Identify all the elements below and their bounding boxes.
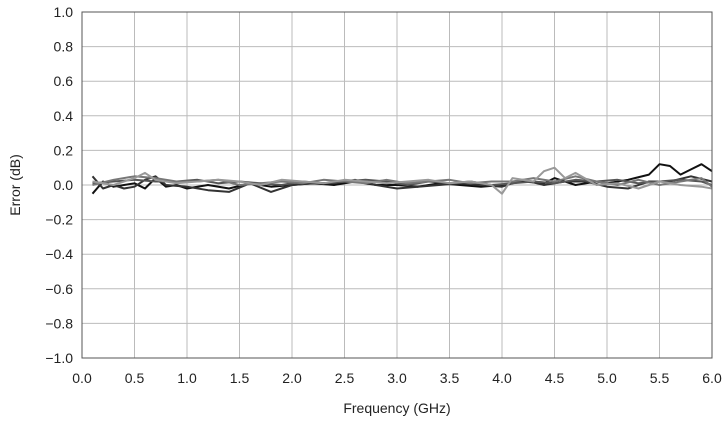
y-tick-label: −0.2 <box>45 212 73 228</box>
x-tick-label: 3.5 <box>440 370 460 386</box>
x-tick-label: 5.5 <box>650 370 670 386</box>
x-tick-label: 1.0 <box>177 370 197 386</box>
y-tick-label: 0.4 <box>54 108 74 124</box>
x-tick-label: 6.0 <box>702 370 722 386</box>
data-series <box>91 163 713 195</box>
x-tick-labels: 0.0 0.5 1.0 1.5 2.0 2.5 3.0 3.5 4.0 4.5 5.0 5.5 6.0 <box>72 370 722 386</box>
y-tick-label: −0.8 <box>45 315 73 331</box>
y-tick-labels: 1.0 0.8 0.6 0.4 0.2 0.0 −0.2 −0.4 −0.6 −0.8 −1.0 <box>45 4 73 366</box>
x-axis-title: Frequency (GHz) <box>343 400 450 416</box>
y-tick-label: 0.6 <box>54 73 74 89</box>
x-tick-label: 3.0 <box>387 370 407 386</box>
x-tick-label: 2.0 <box>282 370 302 386</box>
x-tick-label: 1.5 <box>230 370 250 386</box>
series-line-5 <box>92 166 713 195</box>
plot-frame <box>81 11 713 359</box>
x-tick-label: 0.0 <box>72 370 92 386</box>
y-tick-label: 0.0 <box>54 177 74 193</box>
x-tick-label: 4.0 <box>492 370 512 386</box>
y-tick-label: 0.8 <box>54 39 74 55</box>
x-tick-label: 5.0 <box>597 370 617 386</box>
y-tick-label: −1.0 <box>45 350 73 366</box>
y-tick-label: 0.2 <box>54 142 74 158</box>
y-tick-label: −0.6 <box>45 281 73 297</box>
y-axis-title: Error (dB) <box>7 154 23 215</box>
x-tick-label: 2.5 <box>335 370 355 386</box>
y-tick-label: 1.0 <box>54 4 74 20</box>
x-tick-label: 4.5 <box>545 370 565 386</box>
series-line-3 <box>92 178 713 186</box>
x-tick-label: 0.5 <box>125 370 145 386</box>
y-tick-label: −0.4 <box>45 246 73 262</box>
